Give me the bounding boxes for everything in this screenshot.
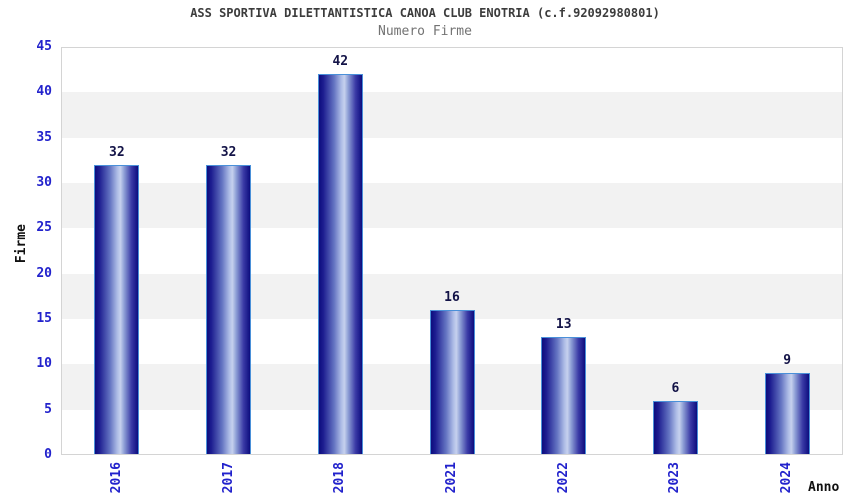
- bar-value-label: 13: [555, 317, 572, 333]
- y-tick-label: 10: [36, 356, 52, 372]
- grid-band: [61, 137, 843, 183]
- bar-2023: [652, 400, 698, 455]
- x-tick-label: 2021: [444, 462, 459, 494]
- bar-2024: [764, 373, 810, 455]
- bar-value-label: 32: [220, 144, 237, 160]
- y-tick-label: 40: [36, 84, 52, 100]
- y-tick-label: 0: [44, 447, 52, 462]
- y-tick-label: 35: [36, 129, 52, 145]
- x-tick-label: 2017: [220, 462, 236, 494]
- y-axis-title: Firme: [14, 224, 29, 264]
- bar-value-label: 42: [332, 54, 349, 70]
- y-tick-label: 45: [36, 39, 52, 54]
- y-tick-label: 5: [44, 401, 52, 417]
- bar-value-label: 9: [783, 353, 792, 369]
- grid-band: [61, 47, 843, 93]
- bar-value-label: 16: [444, 289, 460, 305]
- bar-2021: [429, 309, 475, 455]
- x-tick-label: 2024: [779, 462, 795, 494]
- x-tick-label: 2018: [332, 462, 348, 494]
- bar-2022: [541, 337, 587, 455]
- bar-value-label: 6: [671, 380, 680, 396]
- y-tick-label: 30: [36, 175, 52, 190]
- grid-band: [61, 92, 843, 138]
- plot-area: 32 32 42 16 13 6 9: [61, 47, 843, 455]
- x-axis-title: Anno: [808, 480, 840, 495]
- bar-2018: [317, 74, 363, 455]
- bar-2016: [94, 164, 140, 455]
- y-tick-label: 20: [36, 265, 52, 281]
- y-tick-label: 15: [36, 311, 52, 326]
- x-tick-label: 2023: [667, 462, 683, 494]
- x-tick-label: 2022: [555, 462, 571, 494]
- grid-band: [61, 183, 843, 229]
- chart-title: ASS SPORTIVA DILETTANTISTICA CANOA CLUB …: [190, 6, 660, 20]
- y-tick-label: 25: [36, 220, 52, 236]
- grid-band: [61, 228, 843, 274]
- chart-subtitle: Numero Firme: [378, 24, 472, 39]
- bar-2017: [206, 164, 252, 455]
- bar-value-label: 32: [109, 144, 125, 160]
- x-tick-label: 2016: [108, 462, 124, 494]
